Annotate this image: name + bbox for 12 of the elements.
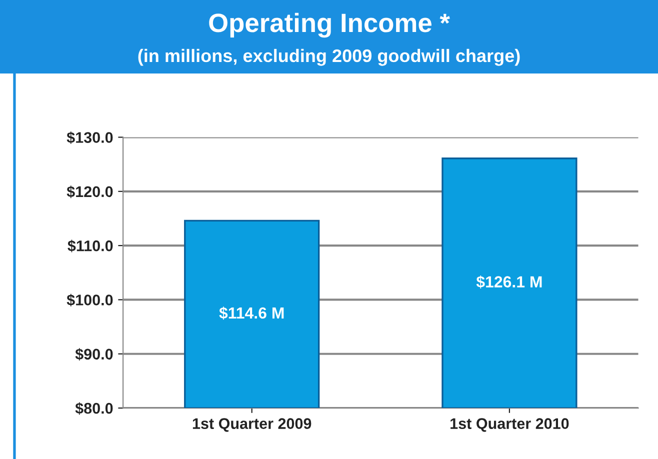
y-tick-label: $120.0	[66, 186, 113, 198]
y-tick-label: $90.0	[75, 348, 113, 361]
data-label: $126.1 M	[476, 275, 542, 289]
chart-title: Operating Income *	[209, 12, 450, 38]
x-tick-label: 1st Quarter 2010	[450, 418, 569, 432]
y-tick-label: $100.0	[66, 294, 113, 306]
y-tick-label: $110.0	[68, 240, 113, 252]
x-tick-label: 1st Quarter 2009	[192, 418, 312, 432]
y-tick-label: $130.0	[66, 131, 113, 144]
chart-subtitle: (in millions, excluding 2009 goodwill charge)	[138, 48, 520, 66]
data-label: $114.6 M	[219, 306, 284, 320]
y-tick-label: $80.0	[75, 402, 113, 415]
